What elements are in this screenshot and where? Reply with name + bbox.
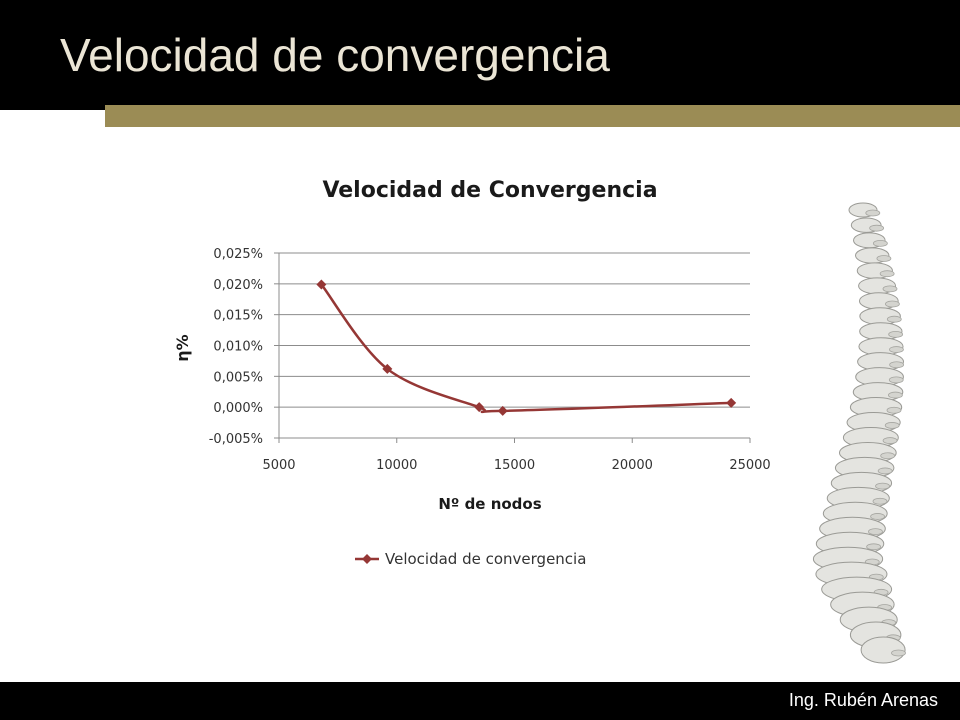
- data-point-1: [382, 363, 393, 374]
- y-tick-label-3: 0,010%: [213, 340, 263, 355]
- vertebra-process-3: [876, 255, 892, 262]
- axes: [274, 252, 751, 443]
- vertebra-process-22: [866, 543, 882, 551]
- vertebra-process-15: [882, 437, 898, 444]
- vertebra-process-16: [880, 452, 896, 460]
- slide-title: Velocidad de convergencia: [60, 29, 610, 81]
- y-tick-label-5: 0,020%: [213, 278, 263, 293]
- vertebra-process-4: [879, 270, 895, 278]
- x-tick-label-3: 20000: [612, 458, 653, 473]
- y-tick-labels: -0,005% 0,000% 0,005% 0,010% 0,015% 0,020% 0,0…: [209, 247, 263, 447]
- x-tick-label-4: 25000: [729, 458, 770, 473]
- vertebra-process-29: [891, 649, 906, 657]
- chart-title: Velocidad de Convergencia: [322, 178, 658, 203]
- vertebra-process-14: [884, 422, 900, 429]
- legend: Velocidad de convergencia: [355, 548, 586, 570]
- vertebra-process-18: [875, 482, 890, 490]
- vertebra-process-0: [865, 209, 881, 217]
- legend-marker-icon: [355, 554, 379, 564]
- x-tick-label-2: 15000: [494, 458, 535, 473]
- footer-author: Ing. Rubén Arenas: [788, 690, 938, 710]
- slide-header: Velocidad de convergencia: [0, 0, 960, 110]
- legend-label: Velocidad de convergencia: [385, 550, 587, 568]
- vertebra-process-1: [869, 224, 885, 232]
- x-axis-label: Nº de nodos: [438, 495, 542, 513]
- data-point-4: [726, 397, 737, 408]
- x-tick-label-0: 5000: [262, 458, 295, 473]
- vertebra-process-5: [882, 285, 898, 293]
- vertebra-process-7: [886, 315, 902, 323]
- x-tick-label-1: 10000: [376, 458, 417, 473]
- slide-footer: Ing. Rubén Arenas: [0, 682, 960, 720]
- vertebra-process-8: [888, 330, 904, 338]
- y-tick-label-1: 0,000%: [213, 401, 263, 416]
- y-tick-label-0: -0,005%: [209, 432, 263, 447]
- vertebra-process-19: [872, 497, 888, 505]
- data-point-2: [474, 402, 485, 413]
- vertebra-process-10: [889, 361, 905, 369]
- vertebra-process-6: [885, 300, 900, 308]
- data-point-3: [497, 405, 508, 416]
- y-tick-label-6: 0,025%: [213, 247, 263, 262]
- vertebra-process-21: [868, 528, 883, 536]
- vertebra-process-9: [889, 346, 904, 353]
- x-tick-labels: 5000 10000 15000 20000 25000: [262, 458, 770, 473]
- series-line-0: [320, 283, 732, 414]
- series: [316, 279, 737, 416]
- spine-illustration: [812, 202, 906, 664]
- y-axis-label: η%: [173, 334, 192, 362]
- y-tick-label-4: 0,015%: [213, 309, 263, 324]
- data-point-0: [316, 279, 327, 290]
- vertebra-process-17: [877, 467, 893, 475]
- vertebra-process-12: [887, 391, 903, 399]
- y-tick-label-2: 0,005%: [213, 370, 263, 385]
- vertebra-process-11: [888, 376, 904, 384]
- vertebra-process-20: [870, 513, 886, 520]
- vertebra-process-13: [886, 406, 902, 414]
- vertebra-process-2: [872, 239, 888, 247]
- vertebra-29: [860, 636, 906, 664]
- accent-bar: [105, 105, 960, 127]
